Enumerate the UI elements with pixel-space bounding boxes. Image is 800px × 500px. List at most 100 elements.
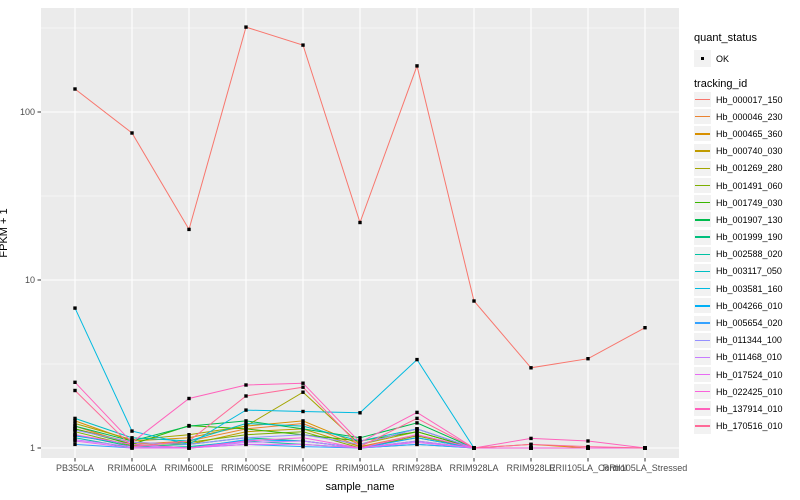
legend-line-icon bbox=[695, 184, 710, 187]
legend-entry: Hb_137914_010 bbox=[694, 400, 800, 417]
legend-label: Hb_002588_020 bbox=[716, 249, 783, 260]
legend-entry: Hb_000046_230 bbox=[694, 108, 800, 125]
data-point bbox=[472, 299, 476, 303]
data-point bbox=[415, 436, 419, 440]
legend-key bbox=[694, 160, 711, 176]
data-point bbox=[73, 380, 77, 384]
data-point bbox=[358, 442, 362, 447]
legend-entry: Hb_011468_010 bbox=[694, 349, 800, 366]
legend-label: Hb_004266_010 bbox=[716, 300, 783, 311]
legend-line-icon bbox=[695, 339, 710, 341]
legend-line-icon bbox=[695, 150, 710, 152]
data-point bbox=[358, 220, 362, 225]
x-tick-label: PB350LA bbox=[56, 463, 94, 473]
legend-entry: Hb_022425_010 bbox=[694, 383, 800, 400]
legend-entry: Hb_005654_020 bbox=[694, 314, 800, 331]
data-point bbox=[358, 440, 362, 445]
data-point bbox=[415, 440, 419, 445]
legend-key-ok bbox=[694, 50, 711, 67]
x-tick-label: RRIM928LA bbox=[449, 463, 498, 473]
data-point bbox=[244, 424, 248, 428]
legend-entry: Hb_001999_190 bbox=[694, 229, 800, 246]
data-point bbox=[187, 436, 191, 440]
legend-label: Hb_011344_100 bbox=[716, 335, 782, 346]
legend-line-icon bbox=[695, 373, 710, 376]
legend-label: Hb_001491_060 bbox=[716, 180, 783, 191]
legend-key bbox=[694, 178, 711, 194]
legend-label: Hb_022425_010 bbox=[716, 386, 783, 397]
y-tick-label: 100 bbox=[20, 107, 35, 117]
data-point bbox=[244, 442, 248, 447]
legend-label: Hb_017524_010 bbox=[716, 369, 783, 380]
data-point bbox=[73, 436, 77, 440]
y-tick-label: 1 bbox=[30, 443, 35, 453]
legend-label: Hb_170516_010 bbox=[716, 421, 783, 432]
legend-key bbox=[694, 126, 711, 142]
legend-key bbox=[694, 332, 711, 348]
data-point bbox=[130, 444, 134, 449]
legend-label: Hb_001907_130 bbox=[716, 214, 783, 225]
data-point bbox=[643, 326, 647, 330]
data-point bbox=[187, 442, 191, 447]
data-point bbox=[130, 131, 134, 135]
legend-line-icon bbox=[695, 408, 710, 410]
data-point bbox=[301, 439, 305, 443]
legend-entry: Hb_017524_010 bbox=[694, 366, 800, 383]
data-point bbox=[643, 446, 647, 450]
data-point bbox=[73, 439, 77, 443]
legend-line-icon bbox=[695, 425, 710, 427]
data-point bbox=[301, 430, 305, 434]
legend-label: Hb_001999_190 bbox=[716, 232, 783, 243]
legend-entry: Hb_000017_150 bbox=[694, 91, 800, 108]
legend-label: Hb_000017_150 bbox=[716, 94, 783, 105]
data-point bbox=[187, 396, 191, 401]
legend-key bbox=[694, 298, 711, 314]
legend-title-quant-status: quant_status bbox=[694, 32, 757, 44]
data-point bbox=[415, 427, 419, 431]
data-point bbox=[358, 436, 362, 440]
data-point bbox=[244, 394, 248, 398]
data-point bbox=[187, 424, 191, 428]
legend-label-ok: OK bbox=[716, 53, 730, 64]
data-point bbox=[73, 87, 77, 91]
data-point bbox=[301, 43, 305, 47]
data-point bbox=[358, 444, 362, 449]
data-point bbox=[415, 421, 419, 425]
x-tick-label: RRIM901LA bbox=[335, 463, 384, 473]
data-point bbox=[73, 306, 77, 310]
data-point bbox=[301, 390, 305, 394]
legend-line-icon bbox=[695, 305, 710, 307]
data-point bbox=[244, 408, 248, 412]
data-point bbox=[529, 442, 533, 447]
legend-label: Hb_000046_230 bbox=[716, 111, 783, 122]
data-point bbox=[301, 421, 305, 426]
legend-line-icon bbox=[695, 356, 710, 359]
legend-entry-ok: OK bbox=[694, 50, 800, 67]
legend-entry: Hb_001749_030 bbox=[694, 194, 800, 211]
x-tick-label: RRIM928LE bbox=[506, 463, 555, 473]
data-point bbox=[130, 442, 134, 447]
data-point bbox=[244, 436, 248, 440]
x-tick-label: RRIM600SE bbox=[221, 463, 271, 473]
legend-entry: Hb_002588_020 bbox=[694, 246, 800, 263]
legend-entry: Hb_170516_010 bbox=[694, 418, 800, 435]
legend-label: Hb_001269_280 bbox=[716, 163, 783, 174]
data-point bbox=[73, 430, 77, 434]
legend-label: Hb_137914_010 bbox=[716, 403, 783, 414]
data-point bbox=[301, 442, 305, 447]
legend-key bbox=[694, 384, 711, 400]
data-point bbox=[301, 424, 305, 428]
data-point bbox=[586, 357, 590, 361]
legend-key bbox=[694, 195, 711, 211]
data-point bbox=[244, 439, 248, 443]
data-point bbox=[73, 424, 77, 428]
legend-entry: Hb_004266_010 bbox=[694, 297, 800, 314]
data-point bbox=[244, 430, 248, 434]
x-tick-label: RRII105LA_Stressed bbox=[603, 463, 688, 473]
data-point bbox=[301, 436, 305, 440]
legend-title-tracking-id: tracking_id bbox=[694, 78, 748, 90]
data-point bbox=[73, 428, 77, 432]
legend-line-icon bbox=[695, 270, 710, 273]
